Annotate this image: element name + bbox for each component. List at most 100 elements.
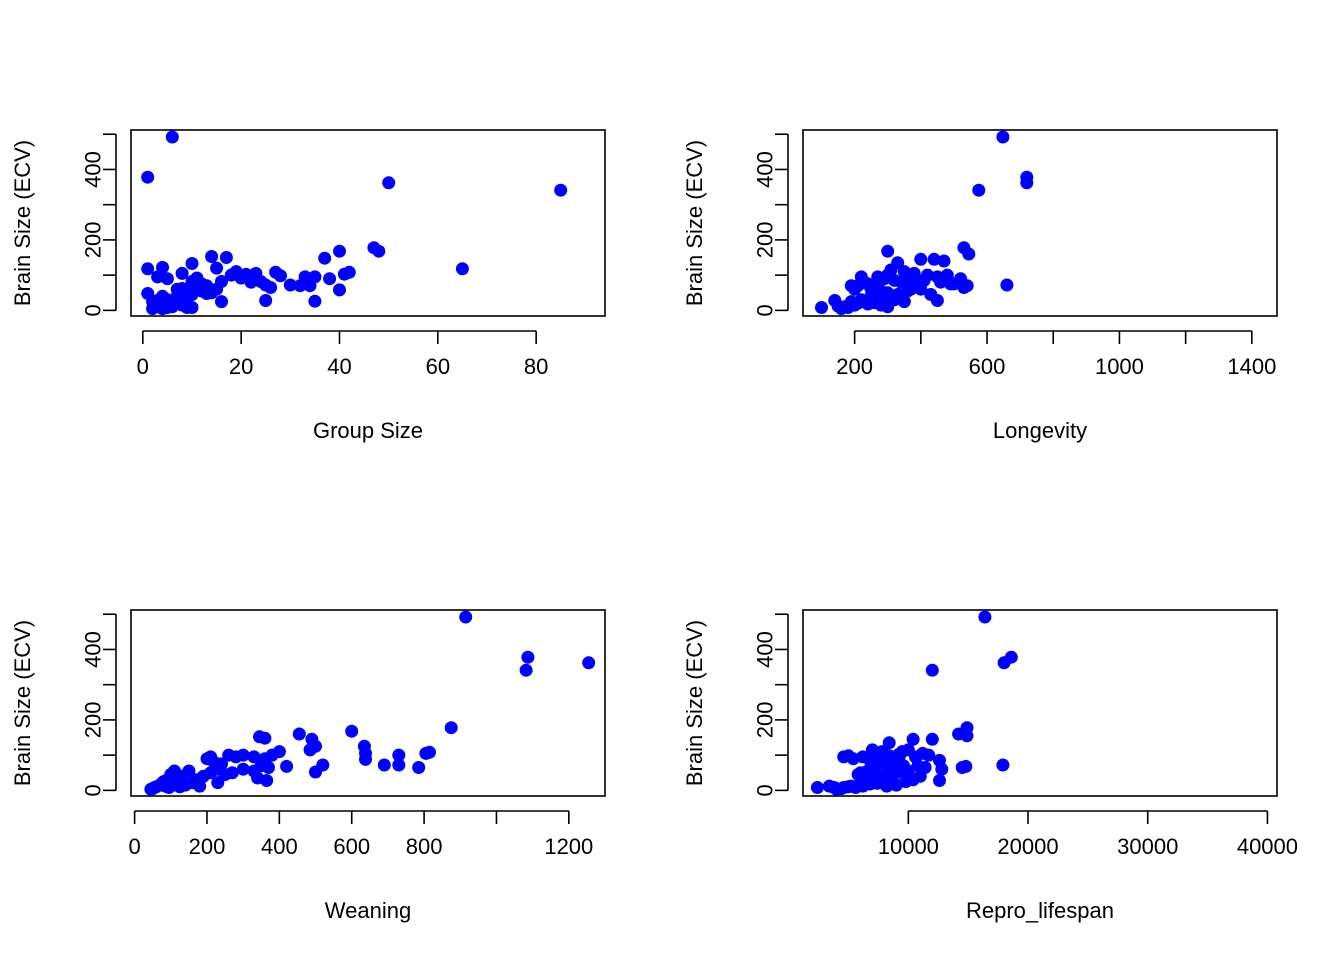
- data-point: [160, 272, 174, 286]
- data-point: [165, 130, 179, 144]
- data-point: [914, 282, 928, 296]
- plot-frame: [802, 129, 1278, 317]
- data-point: [309, 765, 322, 779]
- y-tick-label: 200: [753, 222, 778, 259]
- data-point: [935, 762, 949, 776]
- data-point: [455, 262, 469, 276]
- data-point: [180, 301, 194, 314]
- data-point: [175, 266, 189, 280]
- data-point: [519, 663, 533, 677]
- x-tick-label: 0: [128, 834, 140, 859]
- data-point: [392, 758, 406, 772]
- data-point: [423, 745, 436, 759]
- y-tick-label: 200: [81, 222, 106, 259]
- x-axis-label: Repro_lifespan: [966, 898, 1114, 923]
- data-point: [323, 272, 337, 286]
- y-tick-label: 0: [753, 784, 778, 796]
- data-point: [200, 752, 214, 766]
- x-axis: 10000 20000 30000 40000: [878, 810, 1298, 859]
- scatter-points: [810, 610, 1018, 796]
- x-tick-label: 600: [333, 834, 370, 859]
- data-point: [937, 254, 951, 268]
- data-point: [191, 776, 205, 790]
- panel-weaning: 0 200 400 0 200 400 600 800 1200 Weaning Brain …: [10, 609, 606, 923]
- data-point: [844, 279, 858, 293]
- y-axis-label: Brain Size (ECV): [682, 620, 707, 786]
- y-axis-label: Brain Size (ECV): [10, 620, 35, 786]
- data-point: [151, 294, 165, 307]
- data-point: [333, 283, 346, 297]
- data-point: [1000, 278, 1014, 292]
- scatter-points: [815, 130, 1034, 316]
- x-tick-label: 0: [137, 354, 149, 379]
- data-point: [247, 750, 261, 764]
- data-point: [996, 758, 1010, 772]
- x-tick-label: 80: [524, 354, 548, 379]
- data-point: [897, 295, 911, 309]
- y-axis-label: Brain Size (ECV): [682, 140, 707, 306]
- data-point: [837, 750, 851, 764]
- data-point: [815, 301, 828, 314]
- data-point: [925, 663, 939, 677]
- data-point: [1020, 176, 1034, 190]
- data-point: [901, 764, 915, 778]
- data-point: [264, 281, 278, 294]
- data-point: [933, 774, 946, 787]
- y-tick-label: 200: [81, 702, 106, 739]
- y-tick-label: 400: [753, 151, 778, 188]
- x-tick-label: 10000: [878, 834, 939, 859]
- y-axis-label: Brain Size (ECV): [10, 140, 35, 306]
- data-point: [303, 743, 317, 757]
- data-point: [211, 776, 225, 790]
- x-tick-label: 400: [261, 834, 298, 859]
- y-tick-label: 0: [81, 304, 106, 316]
- data-point: [185, 257, 199, 270]
- data-point: [151, 270, 165, 284]
- data-point: [892, 747, 906, 761]
- data-point: [810, 781, 824, 794]
- data-point: [881, 244, 895, 258]
- data-point: [258, 731, 272, 745]
- data-point: [283, 278, 297, 292]
- data-point: [359, 752, 372, 766]
- data-point: [882, 749, 896, 763]
- data-point: [292, 727, 306, 741]
- y-tick-label: 400: [753, 631, 778, 668]
- x-axis-label: Group Size: [313, 418, 423, 443]
- data-point: [930, 294, 944, 307]
- data-point: [308, 294, 322, 308]
- data-point: [914, 252, 928, 266]
- data-point: [382, 176, 396, 190]
- data-point: [165, 295, 179, 309]
- data-point: [210, 282, 224, 296]
- y-axis: 0 200 400: [753, 613, 789, 796]
- scatter-points: [144, 610, 596, 796]
- data-point: [280, 759, 294, 773]
- data-point: [922, 748, 936, 762]
- y-tick-label: 200: [753, 702, 778, 739]
- x-tick-label: 1000: [1095, 354, 1144, 379]
- data-point: [259, 294, 273, 307]
- x-tick-label: 30000: [1117, 834, 1178, 859]
- y-tick-label: 400: [81, 631, 106, 668]
- plot-frame: [802, 609, 1278, 797]
- data-point: [957, 281, 971, 294]
- data-point: [952, 727, 966, 741]
- data-point: [318, 251, 332, 265]
- data-point: [372, 244, 386, 258]
- data-point: [175, 775, 189, 789]
- data-point: [913, 769, 927, 783]
- data-point: [837, 781, 851, 794]
- data-point: [185, 288, 199, 301]
- data-point: [997, 656, 1011, 670]
- plot-frame: [130, 609, 606, 797]
- plot-frame: [130, 129, 606, 317]
- x-tick-label: 40: [327, 354, 351, 379]
- data-point: [887, 293, 901, 307]
- data-point: [392, 748, 406, 762]
- data-point: [274, 269, 287, 283]
- x-tick-label: 60: [426, 354, 450, 379]
- y-axis: 0 200 400: [753, 133, 789, 316]
- x-tick-label: 200: [836, 354, 873, 379]
- data-point: [582, 656, 596, 670]
